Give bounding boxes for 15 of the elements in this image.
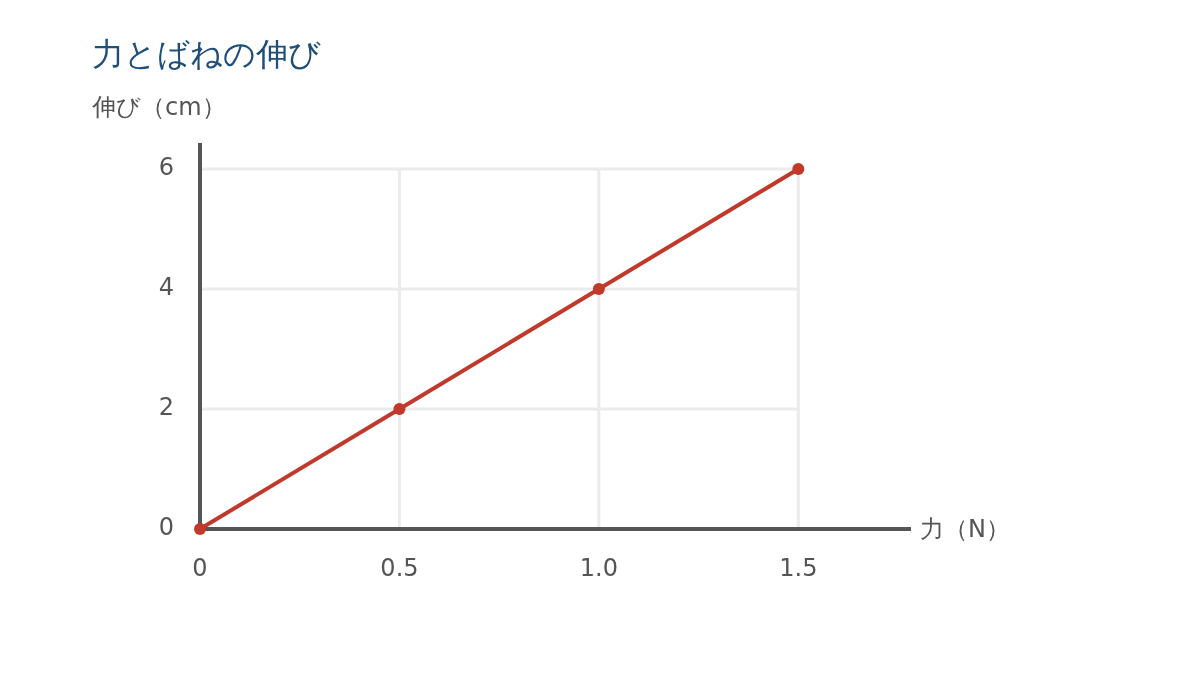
x-tick-label: 0 (192, 553, 208, 582)
chart-title: 力とばねの伸び (92, 35, 321, 73)
x-tick-label: 1.5 (779, 553, 818, 582)
y-tick-label: 0 (158, 513, 174, 542)
x-tick-label: 0.5 (380, 553, 419, 582)
point (393, 403, 406, 415)
y-tick-label: 6 (158, 153, 174, 182)
y-tick-label: 2 (158, 393, 174, 422)
point (792, 163, 805, 175)
point (592, 283, 605, 295)
y-axis-title: 伸び（cm） (92, 93, 226, 121)
x-axis-title: 力（N） (920, 515, 1010, 544)
x-tick-label: 1.0 (579, 553, 618, 582)
y-tick-label: 4 (158, 273, 174, 302)
point (194, 523, 206, 535)
